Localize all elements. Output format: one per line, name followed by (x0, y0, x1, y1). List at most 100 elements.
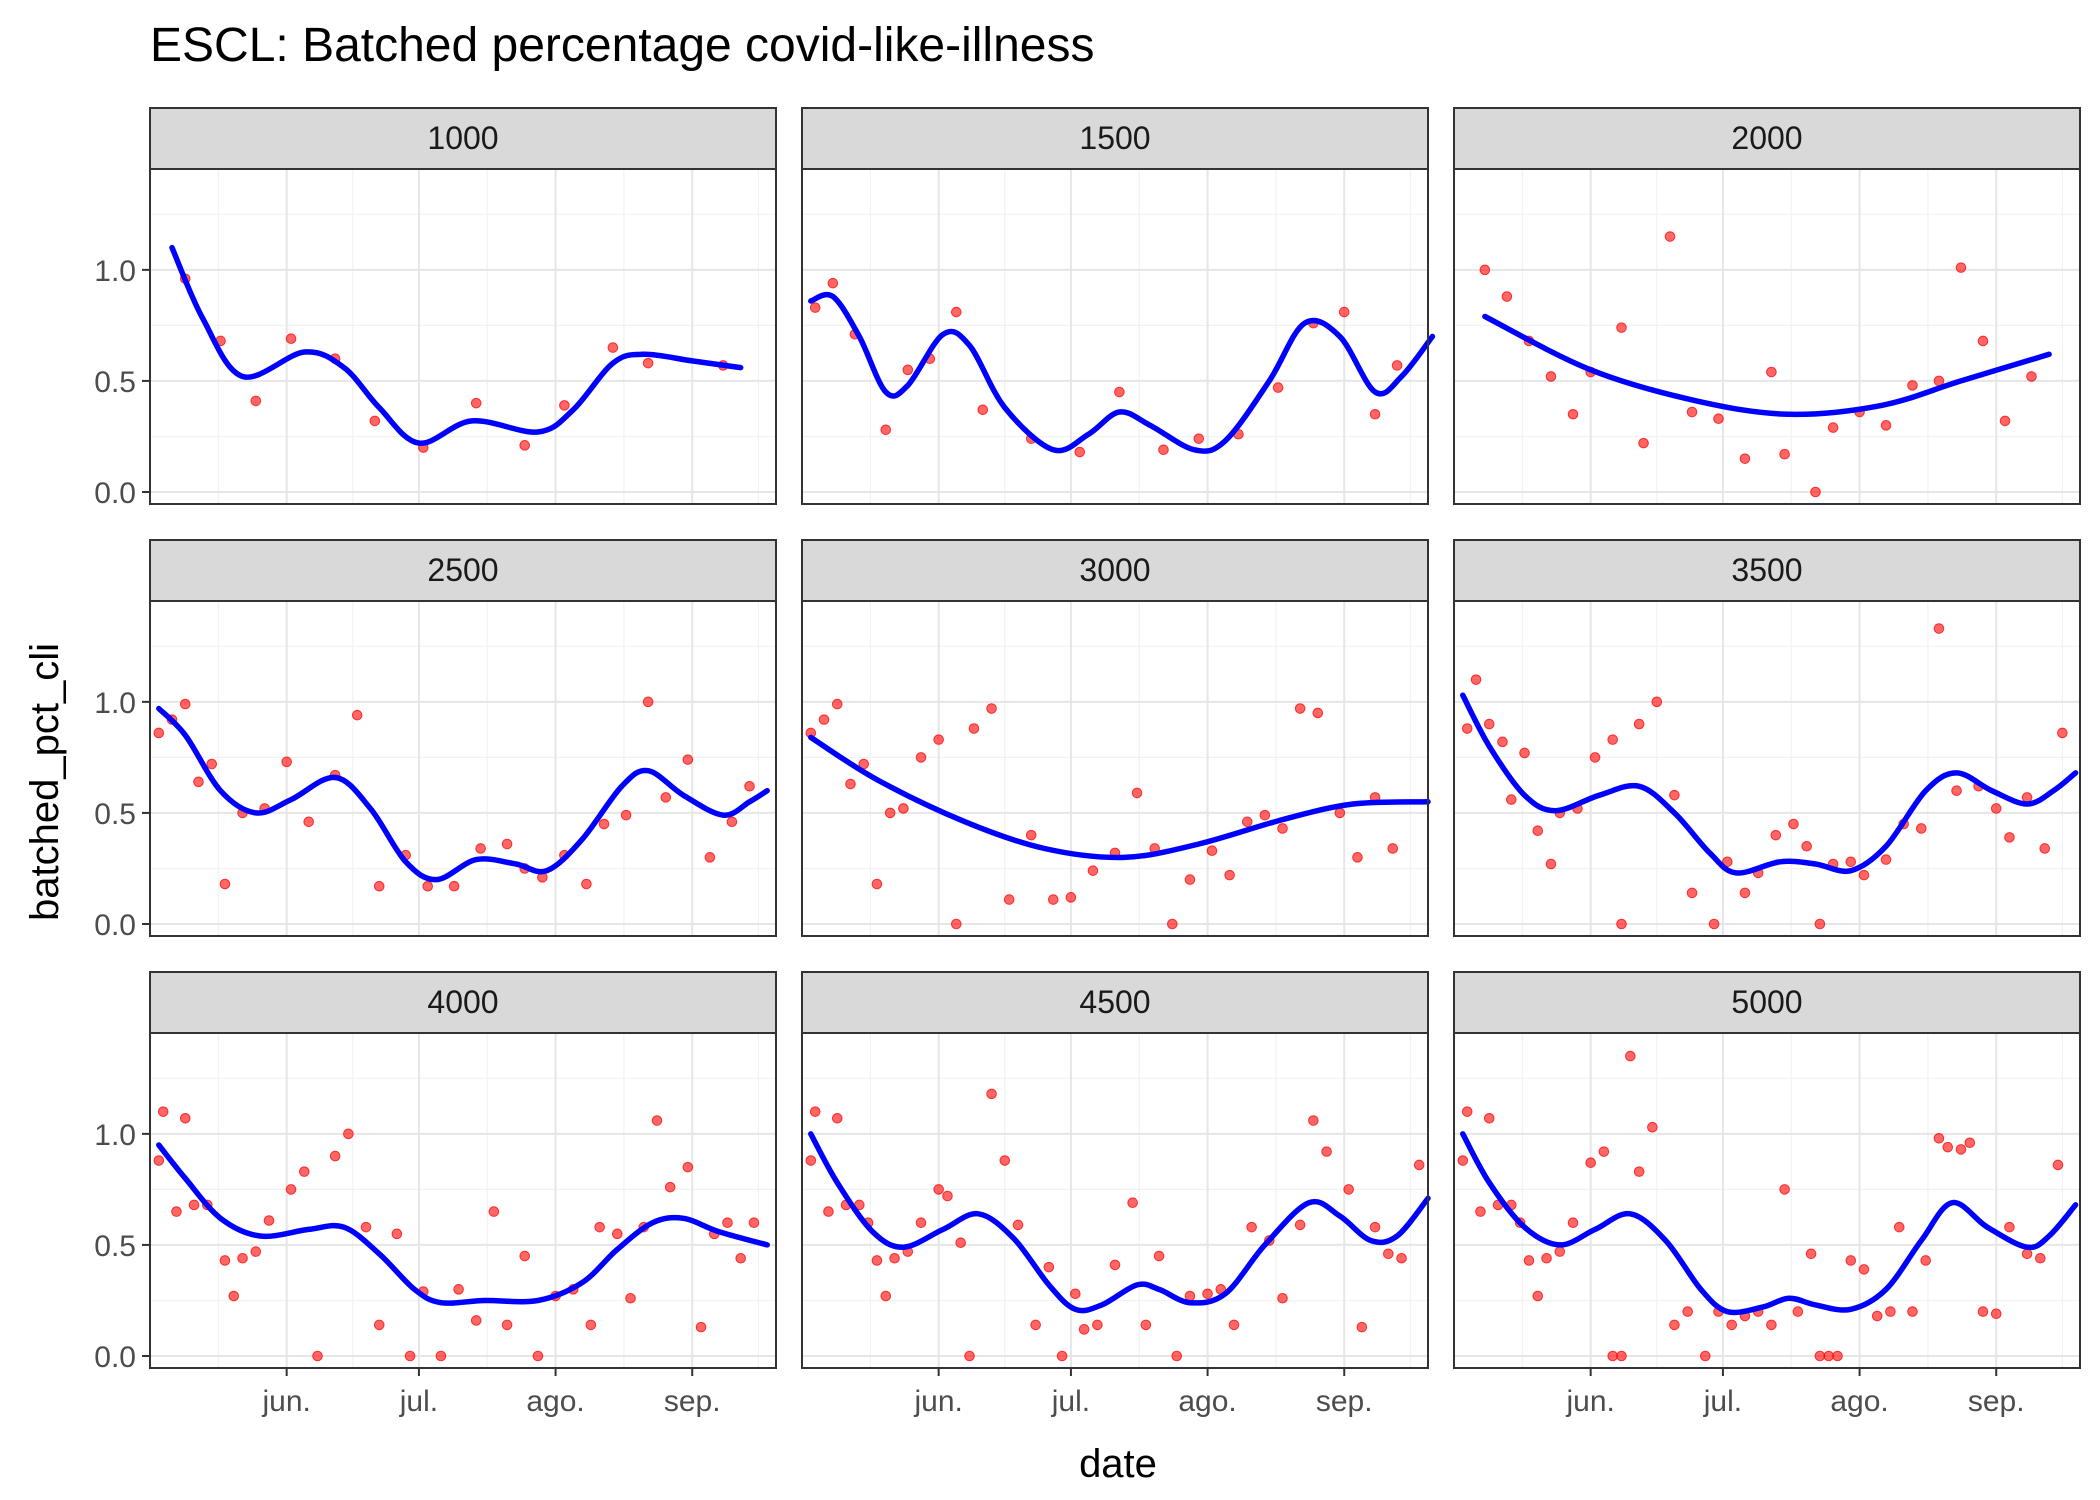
data-point (1810, 486, 1821, 498)
data-point (1541, 1252, 1552, 1264)
data-point (1907, 1306, 1918, 1317)
panel-border (1453, 168, 2081, 505)
data-point (1616, 918, 1627, 930)
smooth-line (156, 705, 770, 883)
data-point (1845, 856, 1857, 868)
y-tick-label: 0.5 (94, 798, 136, 831)
data-point (1977, 1306, 1989, 1317)
data-point (1413, 1159, 1425, 1171)
data-point (977, 404, 989, 416)
data-point (744, 780, 755, 792)
data-point (1087, 865, 1099, 876)
data-point (1475, 1206, 1486, 1217)
plot-background (1454, 601, 2080, 936)
data-point (1277, 823, 1288, 834)
x-axis-title: date (1079, 1442, 1157, 1486)
data-point (1153, 1250, 1165, 1262)
smooth-line (808, 291, 1436, 454)
data-point (351, 709, 363, 721)
data-point (1647, 1121, 1658, 1133)
data-point (1383, 1248, 1394, 1260)
data-point (1131, 787, 1143, 799)
data-point (470, 397, 482, 409)
data-point (285, 333, 297, 345)
data-point (1616, 1350, 1627, 1362)
data-point (1951, 785, 1962, 797)
y-tick-label: 0.0 (94, 477, 136, 510)
data-point (193, 776, 204, 788)
data-point (1893, 1221, 1905, 1233)
y-tick-label: 1.0 (94, 1119, 136, 1152)
data-point (1739, 887, 1751, 899)
facet-panel-2500: 2500 0.0 0.5 1.0 (94, 539, 777, 942)
facet-panel-4500: 4500 jun. jul. ago. sep. (801, 971, 1431, 1418)
data-point (933, 1184, 944, 1195)
data-point (519, 1250, 531, 1262)
data-point (1814, 1350, 1826, 1362)
data-point (884, 807, 896, 819)
data-point (1356, 1321, 1368, 1333)
data-point (153, 727, 165, 739)
x-tick-label: jun. (913, 1385, 962, 1418)
x-tick-label: jul. (399, 1385, 438, 1418)
data-point (1607, 734, 1619, 745)
data-point (1779, 448, 1790, 460)
data-point (871, 1255, 883, 1266)
data-point (1343, 1184, 1354, 1195)
data-point (986, 1088, 997, 1100)
data-point (1827, 422, 1839, 433)
data-point (157, 1106, 169, 1117)
data-point (1554, 1246, 1566, 1257)
data-point (1171, 1350, 1183, 1362)
data-point (1391, 360, 1403, 371)
data-point (1461, 723, 1473, 734)
facet-strip (149, 539, 777, 602)
data-point (1766, 1319, 1777, 1331)
data-point (1770, 829, 1782, 841)
facet-strip-label: 5000 (1731, 984, 1802, 1020)
facet-panel-3000: 3000 (801, 539, 1431, 937)
panel-border (801, 1032, 1429, 1369)
data-point (1246, 1221, 1257, 1233)
data-point (1880, 854, 1892, 865)
data-point (805, 1155, 817, 1166)
x-tick-label: sep. (664, 1385, 721, 1418)
data-point (1206, 845, 1218, 856)
data-point (1479, 264, 1491, 276)
data-point (391, 1228, 403, 1240)
data-point (153, 1155, 165, 1166)
data-point (1801, 840, 1812, 852)
x-tick-label: sep. (1968, 1385, 2025, 1418)
data-point (902, 364, 914, 376)
y-tick-label: 1.0 (94, 687, 136, 720)
data-point (1990, 1308, 2002, 1320)
data-point (1832, 1350, 1843, 1362)
data-point (818, 714, 830, 725)
data-point (1092, 1319, 1103, 1331)
data-point (1078, 1324, 1090, 1335)
data-point (1792, 1306, 1804, 1317)
data-point (1056, 1350, 1068, 1362)
data-point (1999, 415, 2011, 427)
data-point (942, 1190, 953, 1202)
data-point (298, 1166, 310, 1177)
data-point (1202, 1288, 1213, 1300)
data-point (360, 1221, 372, 1233)
data-point (303, 816, 315, 828)
y-axis-title: batched_pct_cli (23, 643, 67, 921)
data-point (2052, 1159, 2064, 1171)
data-point (968, 723, 980, 734)
data-point (1638, 437, 1649, 449)
smooth-line (156, 1142, 770, 1306)
data-point (373, 1319, 385, 1331)
data-point (1616, 322, 1627, 333)
data-point (1470, 674, 1482, 685)
data-point (1532, 825, 1544, 837)
data-point (1633, 1166, 1645, 1177)
data-point (1030, 1319, 1041, 1331)
data-point (1294, 1219, 1306, 1231)
data-point (1726, 1319, 1738, 1331)
data-point (898, 803, 909, 814)
data-point (1625, 1050, 1636, 1062)
